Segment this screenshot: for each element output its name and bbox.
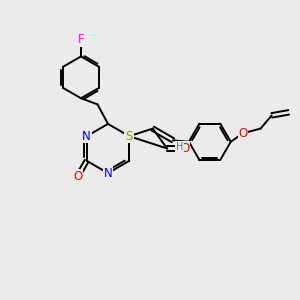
- Text: N: N: [82, 130, 91, 143]
- Text: O: O: [238, 127, 248, 140]
- Text: N: N: [125, 130, 134, 143]
- Text: N: N: [103, 167, 112, 180]
- Text: O: O: [73, 170, 82, 183]
- Text: O: O: [181, 142, 190, 155]
- Text: S: S: [126, 130, 133, 143]
- Text: H: H: [176, 142, 183, 152]
- Text: F: F: [78, 33, 84, 46]
